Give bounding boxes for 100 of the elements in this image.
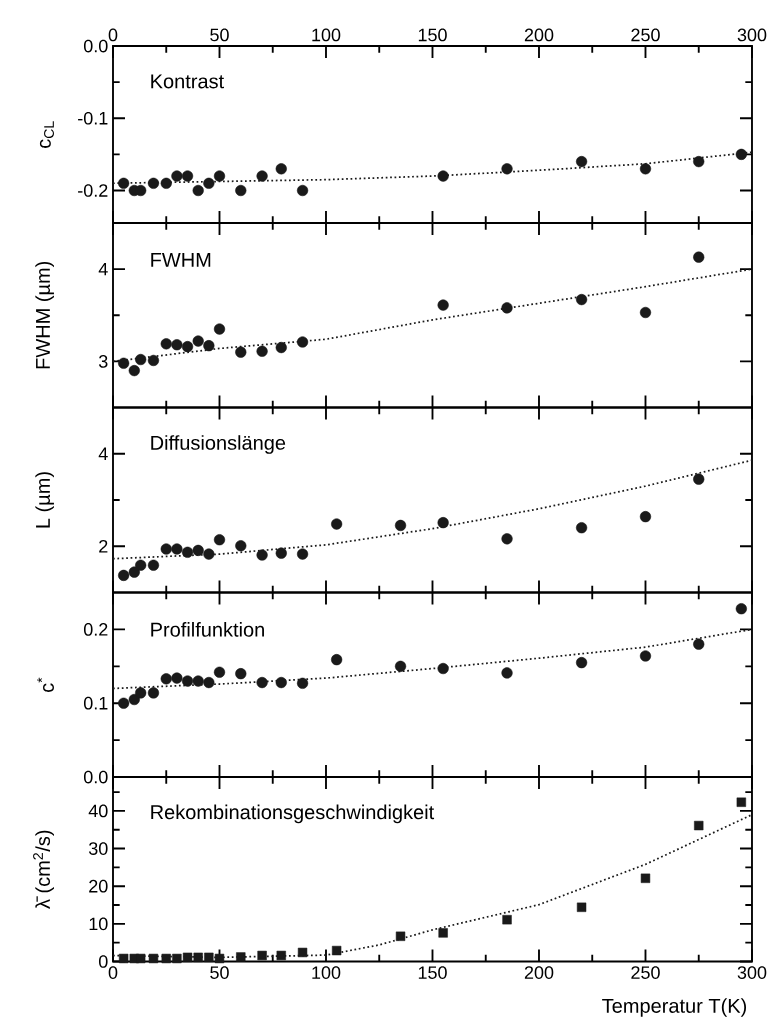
point bbox=[256, 549, 268, 561]
point bbox=[297, 947, 308, 958]
point bbox=[128, 566, 140, 578]
point bbox=[693, 156, 705, 168]
point bbox=[235, 346, 247, 358]
point bbox=[575, 156, 588, 168]
point bbox=[171, 672, 183, 684]
point bbox=[575, 657, 588, 669]
point bbox=[576, 902, 587, 912]
point bbox=[160, 543, 172, 555]
point bbox=[296, 548, 309, 560]
y-axis-title: FWHM (µm) bbox=[35, 261, 54, 369]
point bbox=[502, 915, 512, 925]
point bbox=[437, 299, 449, 311]
point bbox=[160, 177, 172, 189]
y-axis-title: c$_{CL}$ bbox=[39, 121, 54, 148]
point bbox=[192, 675, 204, 687]
point bbox=[160, 673, 172, 685]
y-tick-label: 40 bbox=[88, 804, 108, 818]
point bbox=[331, 945, 342, 956]
point bbox=[639, 163, 652, 175]
point bbox=[171, 339, 183, 351]
point bbox=[192, 335, 204, 347]
point bbox=[148, 953, 159, 964]
x-tick-label: 300 bbox=[737, 966, 767, 979]
point bbox=[331, 654, 343, 666]
point bbox=[235, 540, 247, 552]
point bbox=[213, 323, 226, 335]
point bbox=[160, 338, 172, 350]
point bbox=[438, 928, 448, 938]
point bbox=[181, 675, 194, 687]
point bbox=[213, 666, 226, 678]
y-axis-title: L (µm) bbox=[35, 472, 54, 528]
point bbox=[437, 517, 449, 529]
y-tick-label: 0.1 bbox=[83, 696, 108, 710]
point bbox=[236, 952, 246, 962]
y-tick-label: 2 bbox=[99, 539, 108, 553]
point bbox=[575, 522, 588, 534]
point bbox=[276, 950, 286, 961]
point bbox=[639, 650, 652, 662]
point bbox=[147, 687, 160, 699]
point bbox=[639, 306, 652, 319]
point bbox=[275, 547, 287, 559]
point bbox=[736, 797, 747, 807]
point bbox=[575, 293, 588, 306]
point bbox=[437, 662, 449, 675]
text: Kontrast bbox=[151, 74, 224, 89]
point bbox=[118, 177, 130, 189]
point bbox=[147, 177, 160, 189]
x-tick-label: 300 bbox=[737, 28, 767, 42]
point bbox=[136, 953, 146, 964]
point bbox=[256, 345, 268, 357]
y-tick-label: 0.0 bbox=[83, 39, 108, 53]
x-tick-label: 0 bbox=[108, 28, 118, 42]
point bbox=[693, 473, 705, 485]
point bbox=[501, 533, 513, 545]
point bbox=[275, 341, 287, 354]
point bbox=[172, 953, 182, 964]
point bbox=[192, 184, 204, 197]
point bbox=[118, 953, 129, 964]
point bbox=[147, 354, 160, 367]
text: Profilfunktion bbox=[151, 622, 264, 637]
point bbox=[204, 952, 214, 963]
point bbox=[181, 170, 194, 182]
point bbox=[128, 365, 140, 377]
point bbox=[394, 519, 407, 532]
text: Rekombinationsgeschwindigkeit bbox=[151, 804, 435, 824]
point bbox=[257, 950, 267, 961]
point bbox=[256, 676, 268, 689]
x-tick-label: 50 bbox=[210, 966, 229, 979]
x-tick-label: 100 bbox=[312, 966, 341, 979]
point bbox=[640, 873, 651, 883]
x-tick-label: 200 bbox=[524, 966, 554, 979]
x-tick-label: 50 bbox=[210, 28, 229, 42]
x-tick-label: 150 bbox=[418, 966, 447, 979]
point bbox=[639, 511, 652, 523]
point bbox=[203, 177, 215, 189]
point bbox=[181, 341, 194, 353]
point bbox=[275, 676, 287, 689]
point bbox=[135, 559, 147, 571]
point bbox=[395, 931, 406, 941]
y-axis-title: c$^{*}$ bbox=[37, 677, 54, 692]
y-tick-label: 0.0 bbox=[83, 770, 108, 784]
x-tick-label: 250 bbox=[631, 966, 660, 979]
point bbox=[213, 170, 226, 182]
y-tick-label: 0 bbox=[98, 955, 108, 968]
text: Diffusionslänge bbox=[151, 435, 286, 454]
point bbox=[171, 543, 183, 555]
y-tick-label: 4 bbox=[98, 447, 108, 460]
point bbox=[501, 667, 513, 679]
point bbox=[203, 340, 215, 352]
point bbox=[296, 336, 309, 348]
x-tick-label: 150 bbox=[418, 28, 447, 42]
point bbox=[235, 668, 247, 680]
point bbox=[296, 677, 309, 689]
point bbox=[437, 170, 449, 182]
x-tick-label: 200 bbox=[524, 28, 554, 42]
y-tick-label: 4 bbox=[98, 262, 108, 276]
point bbox=[735, 148, 747, 160]
x-tick-label: 250 bbox=[631, 28, 660, 42]
